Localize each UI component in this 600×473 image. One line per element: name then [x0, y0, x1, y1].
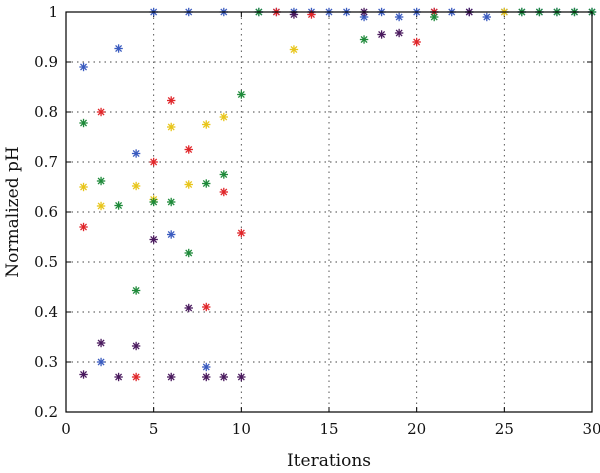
data-point — [79, 62, 88, 72]
data-point — [202, 372, 211, 382]
data-point — [149, 197, 158, 207]
data-point — [167, 197, 176, 207]
y-tick-label: 0.5 — [34, 253, 58, 271]
data-point — [202, 179, 211, 188]
data-point — [482, 12, 491, 22]
data-point — [114, 201, 123, 210]
data-point — [96, 357, 106, 367]
x-tick-label: 10 — [232, 420, 251, 438]
data-point — [394, 28, 404, 38]
x-tick-label: 5 — [149, 420, 159, 438]
y-tick-label: 1 — [48, 3, 58, 21]
data-point — [184, 180, 193, 189]
data-point — [237, 228, 246, 238]
data-point — [412, 37, 421, 47]
data-point — [149, 235, 158, 244]
series-5 — [79, 7, 474, 382]
data-point — [167, 122, 176, 132]
y-tick-label: 0.8 — [34, 103, 58, 121]
data-point — [131, 149, 141, 158]
y-tick-label: 0.2 — [34, 403, 58, 421]
data-point — [114, 44, 123, 53]
axis-ticks — [65, 11, 593, 413]
series-4 — [79, 7, 597, 295]
grid-lines — [66, 12, 592, 412]
data-points — [79, 7, 597, 382]
data-point — [167, 230, 176, 239]
data-point — [131, 181, 141, 191]
data-point — [219, 187, 228, 197]
data-point — [394, 12, 404, 22]
data-point — [184, 303, 193, 313]
data-point — [79, 118, 88, 128]
series-2 — [79, 7, 439, 382]
y-axis-label: Normalized pH — [3, 146, 23, 277]
series-1 — [79, 7, 597, 372]
data-point — [149, 157, 158, 167]
data-point — [359, 35, 369, 44]
data-point — [114, 372, 123, 382]
data-point — [131, 286, 141, 295]
data-point — [96, 176, 106, 186]
x-tick-label: 25 — [495, 420, 514, 438]
data-point — [237, 90, 246, 99]
y-tick-labels: 0.2 0.3 0.4 0.5 0.6 0.7 0.8 0.9 1 — [34, 3, 58, 421]
data-point — [131, 341, 141, 351]
data-point — [167, 372, 176, 382]
x-tick-label: 15 — [319, 420, 338, 438]
x-axis-label: Iterations — [287, 451, 371, 471]
y-tick-label: 0.3 — [34, 353, 58, 371]
series-3 — [79, 7, 509, 211]
data-point — [202, 302, 211, 312]
data-point — [167, 96, 176, 105]
data-point — [289, 45, 299, 54]
data-point — [96, 201, 106, 211]
y-tick-label: 0.7 — [34, 153, 58, 171]
data-point — [219, 112, 228, 122]
x-tick-label: 0 — [61, 420, 71, 438]
y-tick-label: 0.9 — [34, 53, 58, 71]
data-point — [79, 370, 88, 379]
data-point — [430, 12, 439, 22]
data-point — [79, 182, 88, 192]
plot-frame — [65, 11, 593, 413]
data-point — [237, 372, 246, 382]
data-point — [79, 222, 88, 232]
x-tick-label: 30 — [582, 420, 600, 438]
data-point — [184, 145, 193, 154]
x-tick-labels: 0 5 10 15 20 25 30 — [61, 420, 600, 438]
y-tick-label: 0.6 — [34, 203, 58, 221]
data-point — [202, 362, 211, 372]
data-point — [131, 372, 141, 382]
y-tick-label: 0.4 — [34, 303, 58, 321]
data-point — [184, 248, 193, 258]
data-point — [96, 107, 106, 117]
data-point — [202, 120, 211, 129]
x-tick-label: 20 — [407, 420, 426, 438]
data-point — [219, 170, 228, 179]
data-point — [377, 30, 386, 39]
data-point — [219, 372, 228, 382]
data-point — [96, 338, 106, 348]
